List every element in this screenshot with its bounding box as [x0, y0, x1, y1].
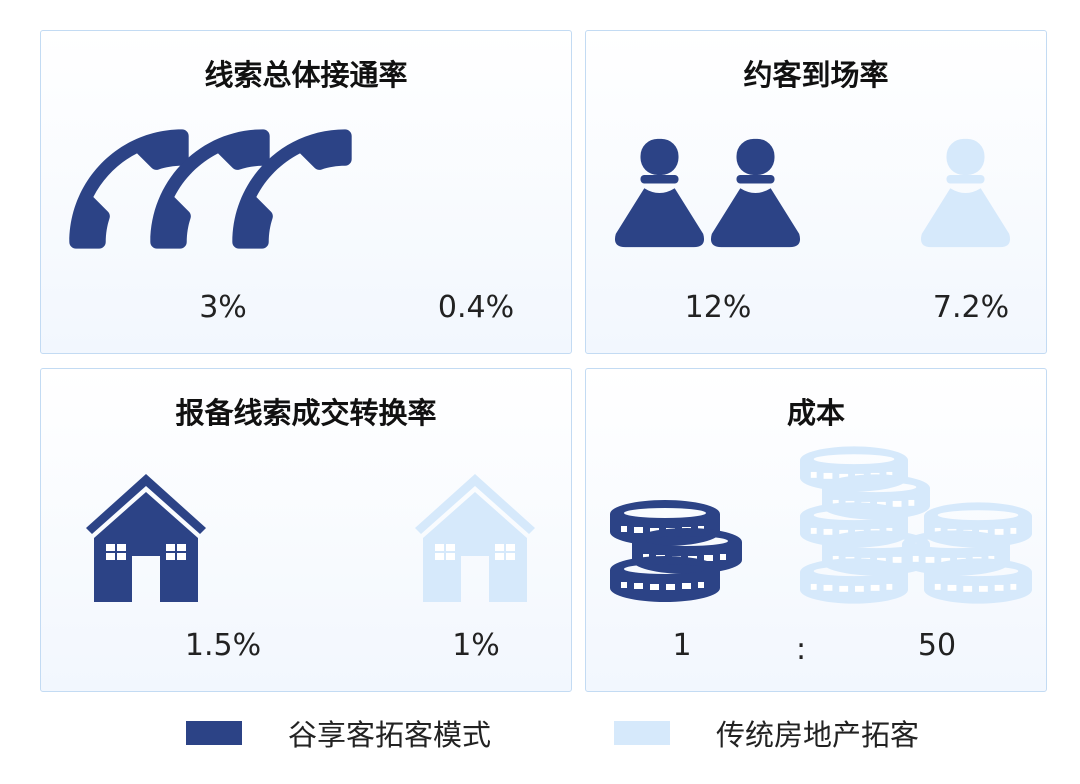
coin-icon	[800, 446, 908, 492]
panel-title: 约客到场率	[743, 58, 889, 92]
person-icon	[710, 138, 801, 248]
coin-icon	[822, 474, 930, 520]
value-label: 50	[917, 628, 957, 663]
person-icon	[614, 138, 705, 248]
coin-icon	[800, 558, 908, 604]
legend-item: 传统房地产拓客	[614, 712, 919, 754]
house-icon	[86, 474, 206, 602]
coin-icon	[924, 558, 1032, 604]
person-icon	[920, 138, 1011, 248]
coin-icon	[924, 502, 1032, 548]
legend-swatch	[614, 721, 670, 745]
phone-icon-partial	[419, 184, 539, 249]
panel-visit-rate	[585, 30, 1047, 354]
ratio-separator: :	[795, 632, 807, 667]
value-label: 0.4%	[437, 290, 515, 325]
coin-icon	[610, 556, 720, 602]
house-icon-partial	[217, 474, 277, 602]
house-icon	[415, 474, 535, 602]
panel-title: 成本	[786, 396, 845, 430]
value-label: 1.5%	[184, 628, 262, 663]
value-label: 12%	[684, 290, 752, 325]
coin-icon	[610, 500, 720, 546]
legend-swatch	[186, 721, 242, 745]
panel-title: 线索总体接通率	[204, 58, 408, 92]
panel-connect-rate	[40, 30, 572, 354]
value-label: 7.2%	[932, 290, 1010, 325]
coin-icon	[902, 530, 1010, 576]
coin-icon	[632, 528, 742, 574]
legend-item: 谷享客拓客模式	[186, 712, 491, 754]
legend-label: 传统房地产拓客	[716, 718, 920, 752]
value-label: 1%	[452, 628, 500, 663]
value-label: 1	[672, 628, 692, 663]
value-label: 3%	[199, 290, 247, 325]
legend-label: 谷享客拓客模式	[288, 718, 492, 752]
panel-title: 报备线索成交转换率	[175, 396, 437, 430]
coin-icon	[800, 502, 908, 548]
